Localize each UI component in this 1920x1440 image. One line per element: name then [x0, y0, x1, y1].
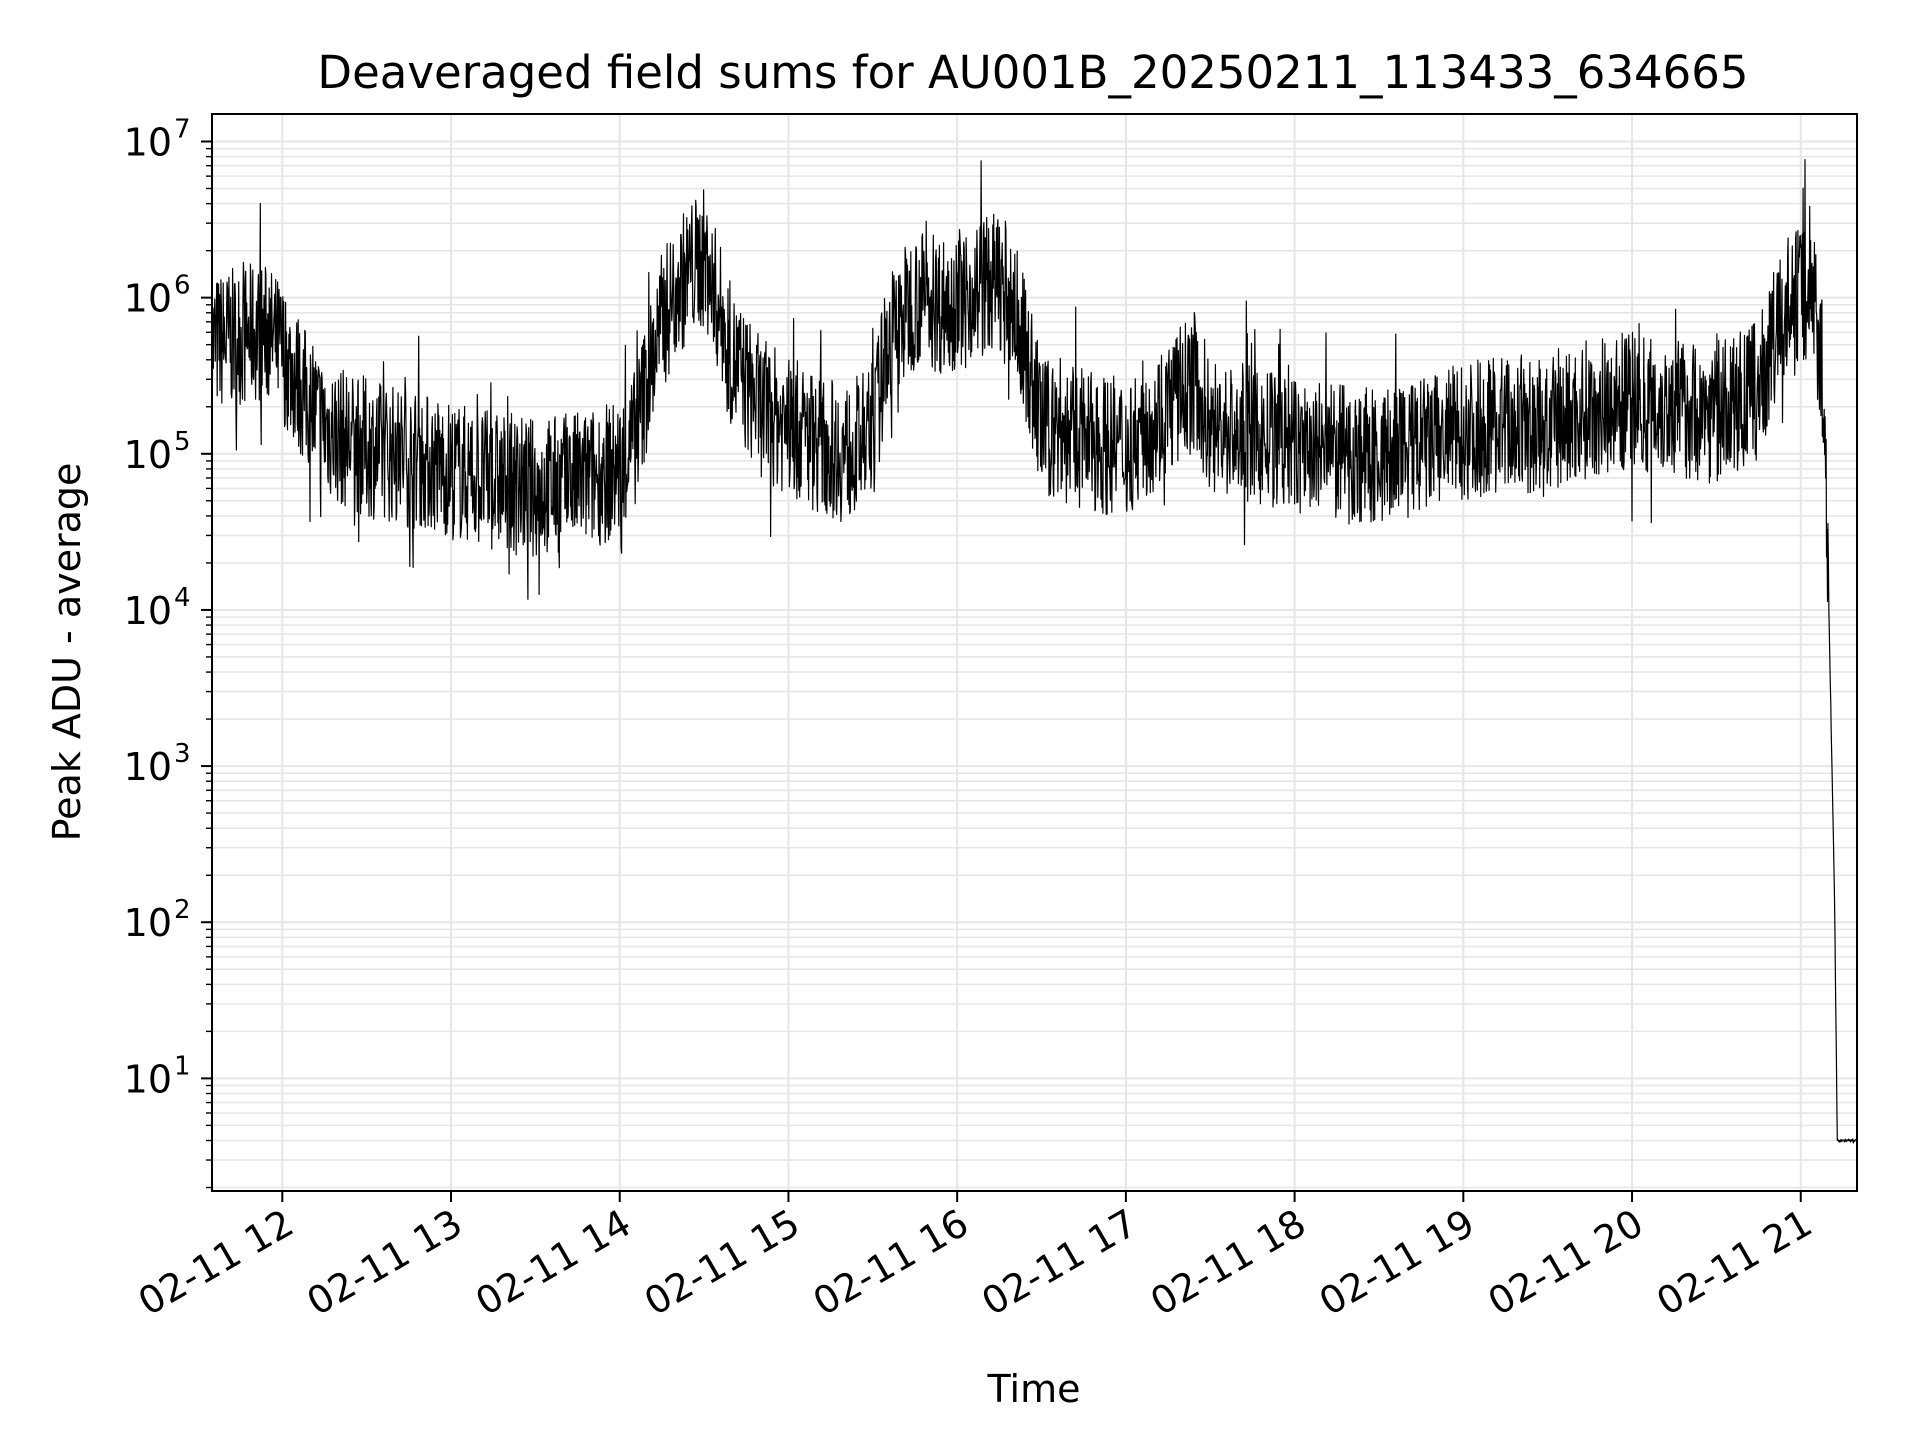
y-tick-label: 10 — [124, 901, 172, 945]
x-axis-label: Time — [987, 1367, 1081, 1411]
y-tick-label: 10 — [124, 745, 172, 789]
series-line — [211, 159, 1858, 1144]
grid — [212, 114, 1857, 1191]
y-tick-label: 10 — [124, 433, 172, 477]
y-tick-exponent: 1 — [174, 1051, 191, 1081]
series-path — [211, 159, 1858, 1144]
y-tick-label: 10 — [124, 1057, 172, 1101]
y-tick-exponent: 3 — [174, 739, 191, 769]
y-tick-exponent: 4 — [174, 583, 191, 613]
y-tick-label: 10 — [124, 277, 172, 321]
y-tick-exponent: 6 — [174, 271, 191, 301]
y-tick-exponent: 5 — [174, 427, 191, 457]
y-axis-label: Peak ADU - average — [45, 463, 89, 842]
y-tick-exponent: 2 — [174, 895, 191, 925]
chart-title: Deaveraged field sums for AU001B_2025021… — [317, 46, 1748, 99]
axes-frame — [211, 113, 1858, 1192]
y-tick-exponent: 7 — [174, 114, 191, 144]
y-tick-label: 10 — [124, 120, 172, 164]
y-tick-label: 10 — [124, 589, 172, 633]
